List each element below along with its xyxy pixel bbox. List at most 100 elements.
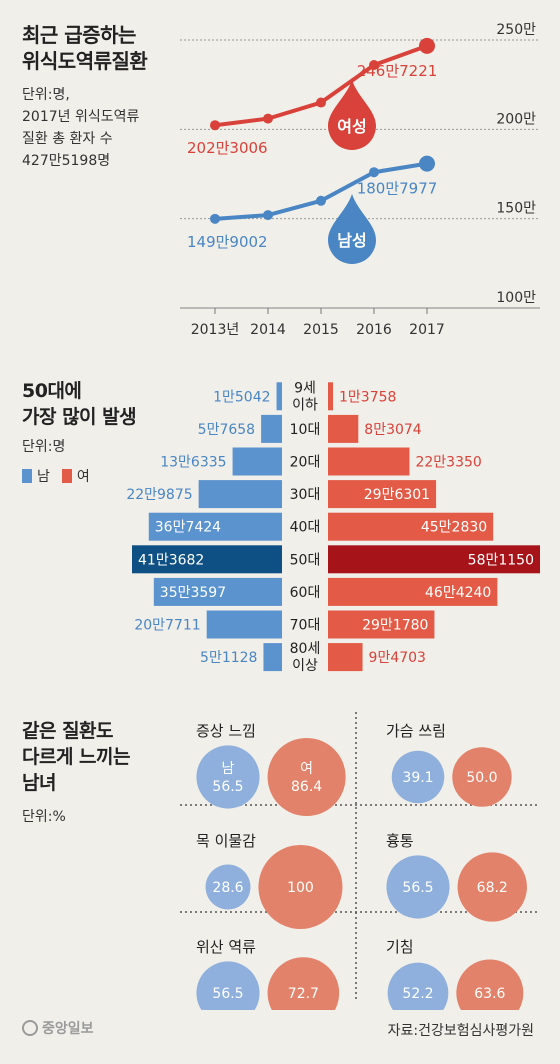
pyramid-chart-title: 50대에 가장 많이 발생: [22, 378, 137, 430]
female-bubble: [258, 845, 343, 929]
male-value: 39.1: [402, 770, 433, 786]
male-tag: 남: [222, 761, 235, 777]
female-value-label: 58만1150: [468, 552, 534, 568]
unit-note-line2: 2017년 위식도역류: [22, 109, 140, 125]
female-bubble: [267, 737, 346, 817]
line-chart-title-line1: 최근 급증하는: [22, 23, 136, 47]
data-point: [419, 155, 435, 172]
line-chart-unit-note: 단위:명, 2017년 위식도역류 질환 총 환자 수 427만5198명: [22, 84, 139, 172]
male-value-label: 41만3682: [138, 552, 204, 568]
series-name-label: 남성: [337, 231, 366, 250]
male-bubble: [391, 750, 445, 804]
symptom-name: 기침: [386, 938, 414, 956]
female-value-label: 45만2830: [421, 520, 487, 536]
female-value: 50.0: [466, 770, 497, 786]
unit-note-line3: 질환 총 환자 수: [22, 131, 113, 147]
bubble-chart-title: 같은 질환도 다르게 느끼는 남녀: [22, 718, 131, 796]
end-value-label: 246만7221: [357, 62, 438, 80]
bar-female: [328, 447, 410, 476]
data-point: [210, 213, 220, 224]
data-point: [210, 120, 220, 131]
male-value-label: 36만7424: [155, 520, 221, 536]
data-point: [369, 167, 379, 178]
line-chart-title-line2: 위식도역류질환: [22, 49, 148, 73]
male-bubble: [387, 962, 449, 1010]
data-point: [316, 195, 326, 206]
symptom-bubble-chart: 증상 느낌남 56.5 여 86.4 가슴 쓰림 39.1 50.0 목 이물감 28.6 100…: [180, 712, 540, 1010]
bar-male: [153, 577, 282, 606]
droplet-marker: [328, 80, 376, 150]
female-value-label: 22만3350: [415, 455, 481, 471]
female-value-label: 46만4240: [425, 585, 491, 601]
symptom-name: 목 이물감: [196, 832, 256, 850]
data-point: [263, 113, 273, 124]
age-category-label: 이하: [292, 397, 318, 413]
x-tick-label: 2013년: [191, 322, 240, 338]
y-tick-label: 100만: [496, 290, 536, 306]
bar-male: [261, 414, 282, 443]
pyramid-title-line1: 50대에: [22, 380, 82, 402]
x-tick-label: 2017: [409, 322, 445, 338]
legend-female-swatch: [61, 469, 72, 483]
male-bubble: [196, 745, 260, 809]
bar-male: [232, 447, 282, 476]
female-value-label: 29만6301: [364, 487, 430, 503]
age-category-label: 10대: [290, 422, 321, 438]
female-tag: 여: [300, 761, 313, 777]
line-series-female: [214, 43, 428, 128]
female-value-label: 1만3758: [339, 389, 396, 405]
logo-mark-icon: [22, 1020, 38, 1036]
publisher-logo: 중앙일보: [22, 1018, 94, 1038]
female-value: 100: [287, 880, 314, 896]
male-value: 56.5: [402, 880, 433, 896]
symptom-name: 흉통: [386, 832, 414, 850]
bar-male: [198, 480, 282, 509]
male-value-label: 20만7711: [134, 618, 200, 634]
male-value: 52.2: [402, 986, 433, 1002]
bubble-title-line1: 같은 질환도: [22, 720, 114, 742]
age-category-label: 9세: [294, 380, 316, 396]
bar-female: [328, 545, 540, 574]
female-bubble: [456, 959, 524, 1010]
bar-female: [328, 480, 437, 509]
bar-male: [263, 643, 282, 672]
age-category-label: 이상: [292, 658, 318, 674]
male-bubble: [205, 864, 251, 910]
age-category-label: 50대: [290, 552, 321, 568]
line-chart: 250만 200만 150만 100만 2013년 2014 2015 2016 2017 202…: [180, 22, 540, 338]
female-bubble: [452, 747, 512, 807]
bubble-title-line2: 다르게 느끼는: [22, 746, 131, 768]
female-value: 86.4: [291, 779, 322, 795]
bubble-unit-note: 단위:%: [22, 809, 66, 825]
x-tick-label: 2016: [356, 322, 392, 338]
symptom-name: 증상 느낌: [196, 722, 256, 740]
female-value: 68.2: [477, 880, 508, 896]
pyramid-title-line2: 가장 많이 발생: [22, 406, 137, 428]
bar-female: [328, 382, 334, 411]
age-category-label: 30대: [290, 487, 321, 503]
male-value-label: 5만7658: [198, 422, 255, 438]
female-value-label: 8만3074: [364, 422, 422, 438]
male-value-label: 22만9875: [126, 487, 192, 503]
data-point: [369, 60, 379, 71]
bar-female: [328, 610, 435, 639]
y-tick-label: 150만: [496, 201, 536, 217]
age-category-label: 80세: [290, 641, 321, 657]
end-value-label: 180만7977: [357, 180, 438, 198]
female-value: 72.7: [288, 986, 319, 1002]
male-value-label: 1만5042: [213, 389, 270, 405]
female-bubble: [457, 852, 527, 922]
age-category-label: 40대: [290, 520, 321, 536]
female-value-label: 9만4703: [369, 650, 426, 666]
data-point: [419, 37, 435, 54]
male-value-label: 5만1128: [200, 650, 257, 666]
x-tick-label: 2015: [303, 322, 339, 338]
x-tick-label: 2014: [250, 322, 286, 338]
bar-female: [328, 414, 359, 443]
symptom-name: 가슴 쓰림: [386, 722, 446, 740]
legend-female-label: 여: [76, 469, 90, 485]
bar-male: [276, 382, 282, 411]
age-category-label: 60대: [290, 585, 321, 601]
unit-note-line4: 427만5198명: [22, 153, 111, 169]
